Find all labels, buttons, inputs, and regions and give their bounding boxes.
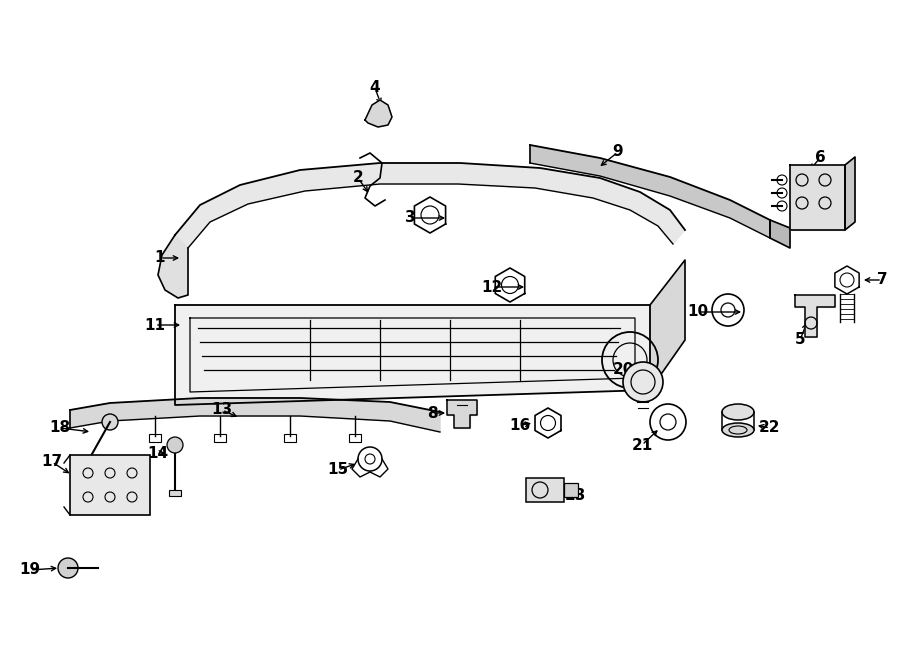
Text: 7: 7 — [877, 272, 887, 288]
Bar — [214, 434, 226, 442]
Text: 16: 16 — [509, 418, 531, 432]
Text: 15: 15 — [328, 463, 348, 477]
Polygon shape — [530, 145, 770, 238]
Text: 21: 21 — [632, 438, 652, 453]
Circle shape — [623, 362, 663, 402]
Polygon shape — [447, 400, 477, 428]
Circle shape — [102, 414, 118, 430]
Ellipse shape — [722, 423, 754, 437]
Polygon shape — [650, 260, 685, 390]
Bar — [169, 490, 181, 496]
Text: 23: 23 — [564, 488, 586, 502]
Text: 9: 9 — [613, 145, 624, 159]
Polygon shape — [175, 163, 685, 248]
Text: 8: 8 — [427, 405, 437, 420]
Text: 1: 1 — [155, 251, 166, 266]
Bar — [349, 434, 361, 442]
Polygon shape — [770, 220, 790, 248]
Polygon shape — [365, 100, 392, 127]
Text: 19: 19 — [20, 563, 40, 578]
Circle shape — [58, 558, 78, 578]
Text: 18: 18 — [50, 420, 70, 436]
Polygon shape — [795, 295, 835, 337]
Text: 10: 10 — [688, 305, 708, 319]
Text: 17: 17 — [41, 455, 63, 469]
Bar — [526, 478, 564, 502]
Polygon shape — [175, 305, 650, 405]
Bar — [564, 483, 578, 497]
Text: 11: 11 — [145, 317, 166, 332]
Text: 12: 12 — [482, 280, 502, 295]
Text: 22: 22 — [760, 420, 781, 436]
Text: 4: 4 — [370, 81, 381, 95]
Polygon shape — [70, 398, 440, 432]
Text: 6: 6 — [814, 151, 825, 165]
Text: 20: 20 — [612, 362, 634, 377]
Polygon shape — [845, 157, 855, 230]
Polygon shape — [158, 235, 188, 298]
Polygon shape — [790, 165, 845, 230]
Text: 13: 13 — [212, 403, 232, 418]
Text: 5: 5 — [795, 332, 806, 348]
Text: 14: 14 — [148, 446, 168, 461]
Text: 2: 2 — [353, 171, 364, 186]
Ellipse shape — [722, 404, 754, 420]
Text: 3: 3 — [405, 210, 415, 225]
Bar — [70, 455, 150, 515]
Bar — [149, 434, 161, 442]
Bar — [284, 434, 296, 442]
Circle shape — [167, 437, 183, 453]
